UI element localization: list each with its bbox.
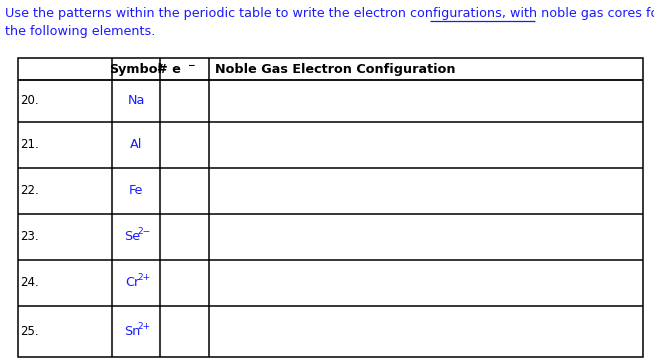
Text: 2+: 2+ [137,274,150,282]
Text: 24.: 24. [20,277,39,290]
Text: Sn: Sn [124,325,140,338]
Text: # e: # e [156,63,181,76]
Text: Fe: Fe [129,185,143,198]
Text: Symbol: Symbol [109,63,162,76]
Text: −: − [188,60,195,70]
Text: the following elements.: the following elements. [5,25,156,38]
Text: 22.: 22. [20,185,39,198]
Text: 23.: 23. [20,231,39,244]
Text: 21.: 21. [20,139,39,152]
Text: Cr: Cr [125,277,139,290]
Text: Use the patterns within the periodic table to write the electron configurations,: Use the patterns within the periodic tab… [5,7,654,20]
Text: 20.: 20. [20,94,39,108]
Text: 25.: 25. [20,325,39,338]
Text: Noble Gas Electron Configuration: Noble Gas Electron Configuration [215,63,455,76]
Text: 2−: 2− [137,227,150,236]
Bar [18,58,643,357]
Text: 2+: 2+ [137,322,150,331]
Text: Na: Na [128,94,145,108]
Text: Al: Al [129,139,142,152]
Text: Se: Se [124,231,140,244]
